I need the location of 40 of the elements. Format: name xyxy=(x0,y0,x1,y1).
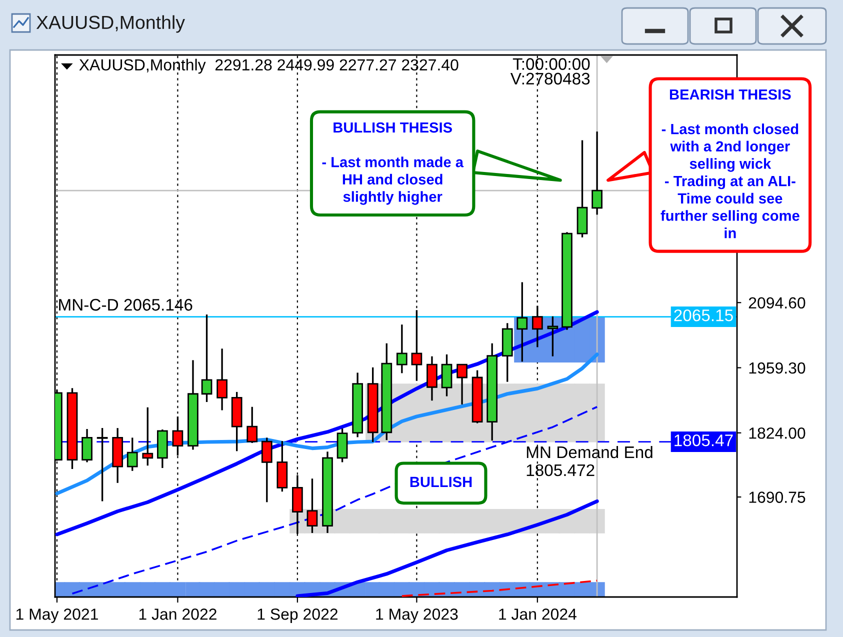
candlestick xyxy=(547,316,558,358)
x-tick-label: 1 May 2023 xyxy=(376,608,458,623)
x-tick-label: 1 May 2021 xyxy=(16,608,98,623)
candlestick xyxy=(261,436,272,504)
candlestick xyxy=(456,364,468,406)
annotation: BULLISH xyxy=(410,476,472,488)
text: BULLISH THESIS - Last month made a HH and closed slightly higher xyxy=(322,122,464,205)
candlestick xyxy=(126,436,138,472)
candlestick xyxy=(216,348,228,412)
candlestick xyxy=(516,281,528,362)
annotation: V:2780483 xyxy=(510,72,590,85)
ref-line-label: MN Demand End 1805.472 xyxy=(526,446,652,476)
candlestick xyxy=(82,428,92,464)
y-tick-label: 1824.00 xyxy=(749,427,806,439)
annotation: 2065.15 xyxy=(674,309,733,322)
candlestick xyxy=(411,309,422,382)
candlestick xyxy=(142,406,154,466)
candlestick xyxy=(246,406,258,444)
x-tick-label: 1 Jan 2024 xyxy=(499,608,576,620)
chart-subtitle: XAUUSD,Monthly 2291.28 2449.99 2277.27 2327.40 xyxy=(79,58,458,74)
candlestick xyxy=(592,130,602,216)
candlestick xyxy=(201,314,212,403)
y-tick-label: 2094.60 xyxy=(748,297,806,309)
chart-title: XAUUSD,Monthly xyxy=(36,15,185,33)
candlestick xyxy=(306,478,318,534)
candlestick xyxy=(396,324,408,374)
x-tick-label: 1 Jan 2022 xyxy=(139,608,216,620)
y-tick-label: 1690.75 xyxy=(749,492,806,503)
annotation: T:00:00:00 xyxy=(512,58,590,70)
line-series xyxy=(401,580,598,597)
candlestick xyxy=(532,304,543,348)
x-tick-label: 1 Sep 2022 xyxy=(258,608,338,623)
candlestick xyxy=(426,355,438,402)
candlestick xyxy=(441,354,452,398)
text: BEARISH THESIS - Last month closed with a 2nd longer selling wick - Trading at an ALI- Time could see further selling come in xyxy=(660,89,800,238)
ref-line-label: MN-C-D 2065.146 xyxy=(59,298,192,311)
annotation: 1805.47 xyxy=(674,434,733,446)
y-tick-label: 1959.30 xyxy=(749,362,806,374)
candlestick xyxy=(96,427,108,502)
line-series xyxy=(296,499,599,597)
